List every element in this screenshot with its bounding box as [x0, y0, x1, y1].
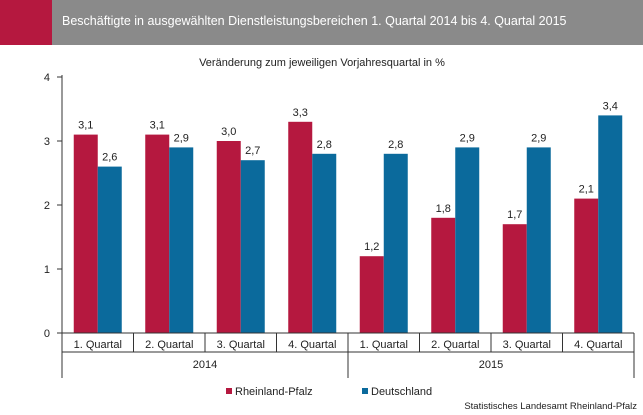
- y-tick-label: 0: [44, 328, 50, 340]
- x-tick-label: 3. Quartal: [217, 339, 265, 351]
- bar-deutschland: [312, 153, 337, 333]
- bar-chart: Veränderung zum jeweiligen Vorjahresquar…: [44, 57, 637, 412]
- x-group-label: 2014: [193, 359, 217, 371]
- x-tick-label: 1. Quartal: [74, 339, 122, 351]
- data-label: 2,8: [317, 139, 332, 151]
- x-tick-label: 2. Quartal: [145, 339, 193, 351]
- bar-rheinland-pfalz: [145, 134, 170, 333]
- bar-deutschland: [526, 147, 551, 333]
- data-label: 2,6: [102, 152, 117, 164]
- bar-deutschland: [383, 153, 408, 333]
- chart-header: [0, 0, 643, 45]
- legend: Rheinland-Pfalz Deutschland: [226, 386, 432, 398]
- data-label: 2,9: [174, 132, 189, 144]
- data-label: 3,4: [603, 100, 618, 112]
- bars: 3,1 2,6 3,1 2,9 3,0 2,7 3,3 2,8 1,2 2,8 1,8 2,9 1,7 2…: [73, 100, 623, 334]
- bar-rheinland-pfalz: [288, 121, 313, 333]
- chart-title: Beschäftigte in ausgewählten Dienstleist…: [62, 14, 567, 28]
- y-tick-label: 2: [44, 200, 50, 212]
- data-label: 2,8: [388, 139, 403, 151]
- bar-deutschland: [97, 166, 122, 333]
- bar-deutschland: [598, 115, 623, 334]
- x-axis: 1. Quartal 2. Quartal 3. Quartal 4. Quartal…: [61, 332, 635, 378]
- bar-rheinland-pfalz: [431, 217, 456, 333]
- data-label: 1,7: [507, 209, 522, 221]
- legend-swatch: [362, 388, 368, 394]
- x-group-label: 2015: [479, 359, 503, 371]
- bar-rheinland-pfalz: [502, 224, 527, 333]
- chart-subtitle: Veränderung zum jeweiligen Vorjahresquar…: [199, 57, 445, 69]
- data-label: 1,2: [364, 241, 379, 253]
- data-label: 2,7: [245, 145, 260, 157]
- y-tick-label: 4: [44, 72, 50, 84]
- brand-accent-block: [0, 0, 52, 45]
- source-note: Statistisches Landesamt Rheinland-Pfalz: [464, 401, 637, 412]
- legend-swatch: [226, 388, 232, 394]
- data-label: 3,3: [293, 107, 308, 119]
- bar-rheinland-pfalz: [574, 198, 599, 333]
- bar-deutschland: [455, 147, 480, 333]
- y-tick-label: 3: [44, 136, 50, 148]
- bar-rheinland-pfalz: [216, 141, 241, 333]
- bar-rheinland-pfalz: [359, 256, 384, 333]
- bar-deutschland: [240, 160, 265, 333]
- x-tick-label: 4. Quartal: [288, 339, 336, 351]
- bar-deutschland: [169, 147, 194, 333]
- y-axis: 0 1 2 3 4: [44, 72, 63, 340]
- data-label: 2,1: [579, 184, 594, 196]
- bar-rheinland-pfalz: [73, 134, 98, 333]
- data-label: 3,1: [150, 120, 165, 132]
- x-tick-label: 3. Quartal: [503, 339, 551, 351]
- x-tick-label: 4. Quartal: [574, 339, 622, 351]
- legend-label: Rheinland-Pfalz: [235, 386, 313, 398]
- x-tick-label: 2. Quartal: [431, 339, 479, 351]
- data-label: 1,8: [436, 203, 451, 215]
- y-tick-label: 1: [44, 264, 50, 276]
- x-tick-label: 1. Quartal: [360, 339, 408, 351]
- data-label: 2,9: [531, 132, 546, 144]
- data-label: 3,0: [221, 126, 236, 138]
- data-label: 2,9: [460, 132, 475, 144]
- data-label: 3,1: [78, 120, 93, 132]
- legend-label: Deutschland: [371, 386, 432, 398]
